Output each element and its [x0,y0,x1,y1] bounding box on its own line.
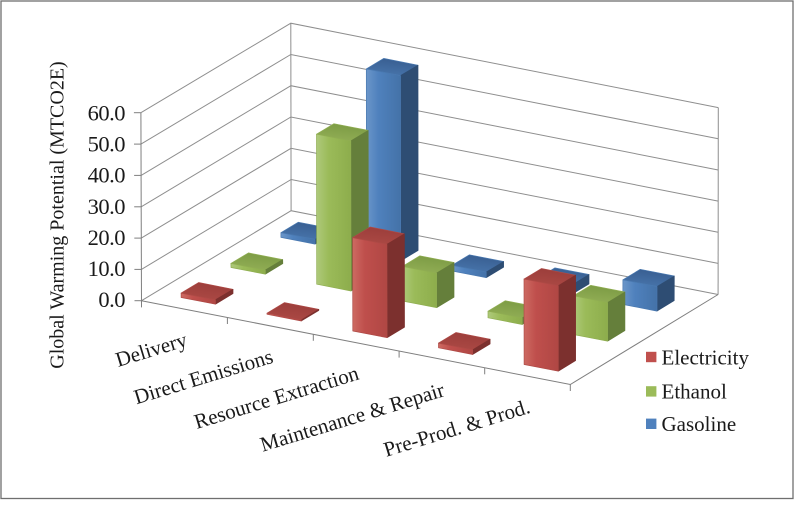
svg-text:Ethanol: Ethanol [662,380,727,404]
svg-text:Global Warming Potential (MTCO: Global Warming Potential (MTCO2E) [47,61,69,368]
svg-text:0.0: 0.0 [98,287,125,312]
svg-text:20.0: 20.0 [88,225,126,250]
svg-text:40.0: 40.0 [88,163,126,188]
svg-text:30.0: 30.0 [88,194,126,219]
svg-text:50.0: 50.0 [88,132,126,157]
svg-text:Electricity: Electricity [662,345,750,369]
svg-text:Gasoline: Gasoline [662,412,737,436]
svg-text:10.0: 10.0 [88,256,126,281]
svg-text:60.0: 60.0 [88,101,126,126]
